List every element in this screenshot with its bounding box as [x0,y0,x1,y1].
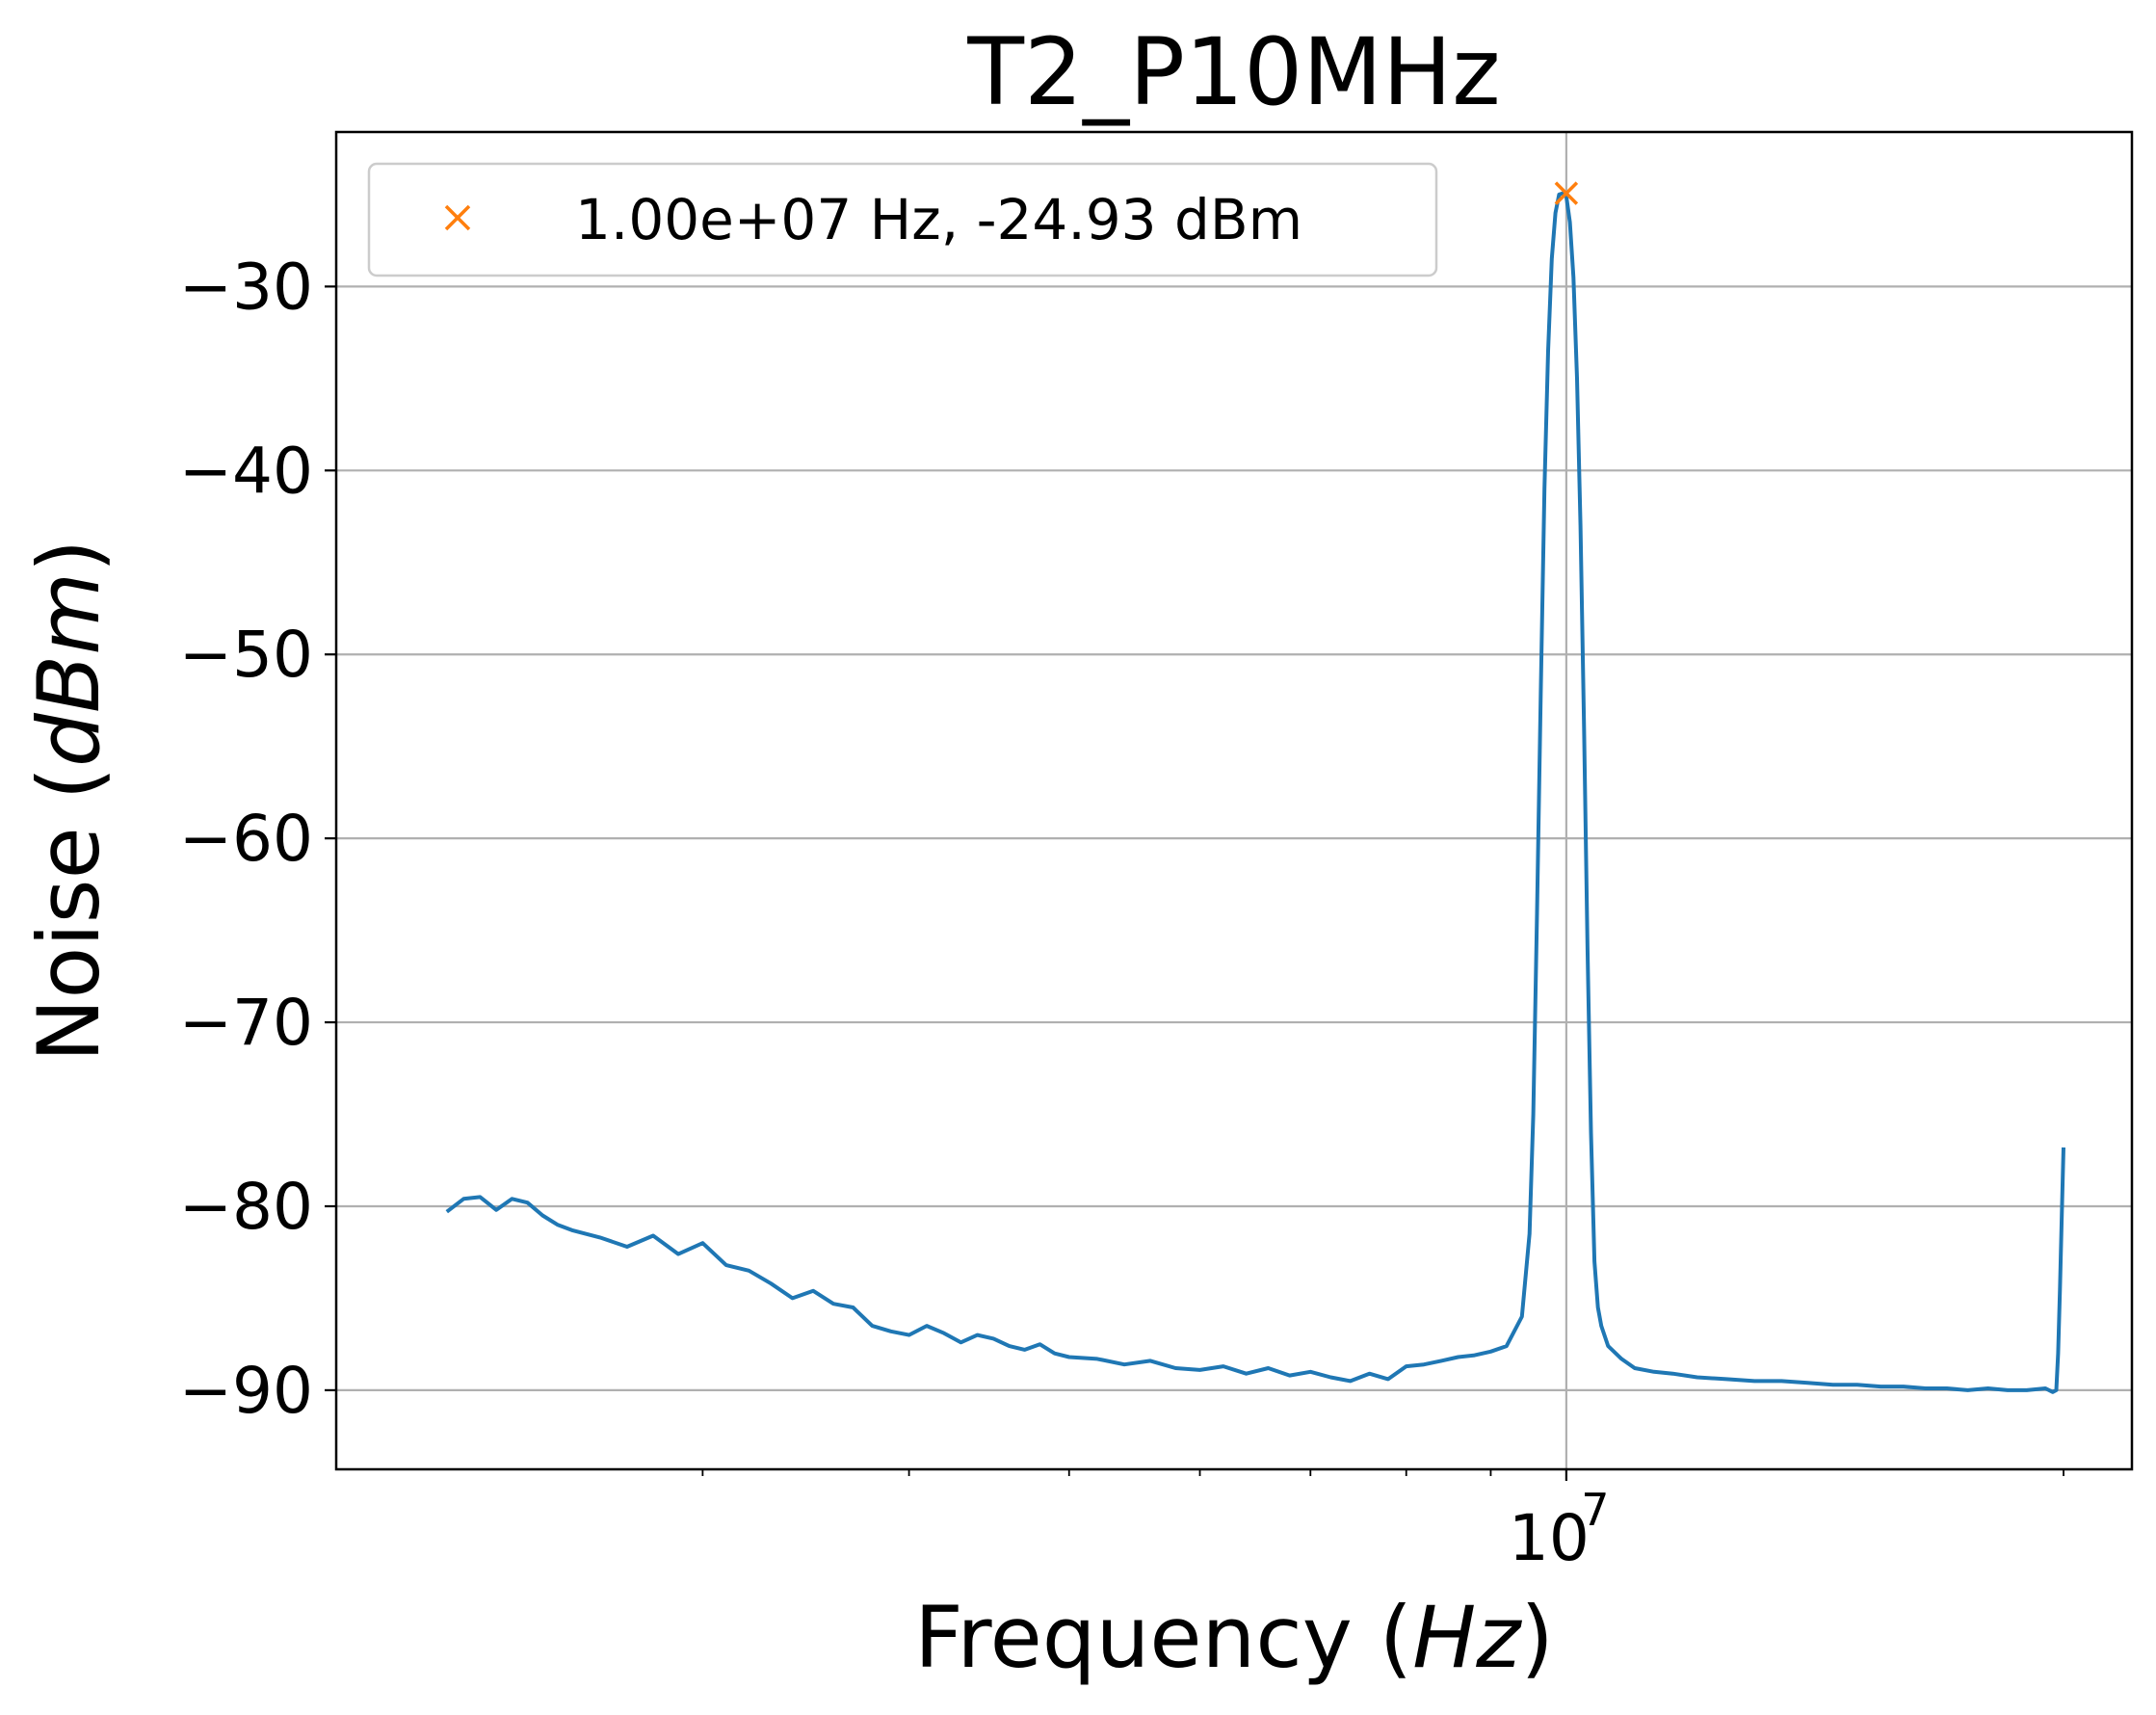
legend: 1.00e+07 Hz, -24.93 dBm [367,162,1438,277]
spectrum-line [445,191,2065,1394]
x-axis-label: Frequency (Hz) [914,1588,1554,1687]
x-tick-label: 10 [1509,1501,1590,1575]
y-tick-label: −60 [179,802,313,876]
y-tick-label: −30 [179,250,313,324]
peak-marker-x-icon [1554,181,1579,205]
plot-frame [334,130,2134,1471]
x-tick-exponent: 7 [1581,1484,1609,1536]
peak-marker-stroke [1554,181,1579,205]
y-tick-label: −50 [179,618,313,692]
y-tick-label: −70 [179,986,313,1060]
y-tick-label: −40 [179,434,313,508]
y-tick-label: −90 [179,1354,313,1428]
grid-lines [336,132,2132,1469]
plot-area [445,181,2065,1394]
legend-marker-x-icon [444,204,471,231]
y-tick-label: −80 [179,1170,313,1244]
legend-box [367,162,1438,277]
chart-title: T2_P10MHz [966,18,1500,126]
y-axis-label: Noise (dBm) [19,540,118,1063]
axis-ticks: −30 −40 −50 −60 −70 −80 −90 107 [179,250,2064,1575]
legend-entry-label: 1.00e+07 Hz, -24.93 dBm [575,187,1302,252]
